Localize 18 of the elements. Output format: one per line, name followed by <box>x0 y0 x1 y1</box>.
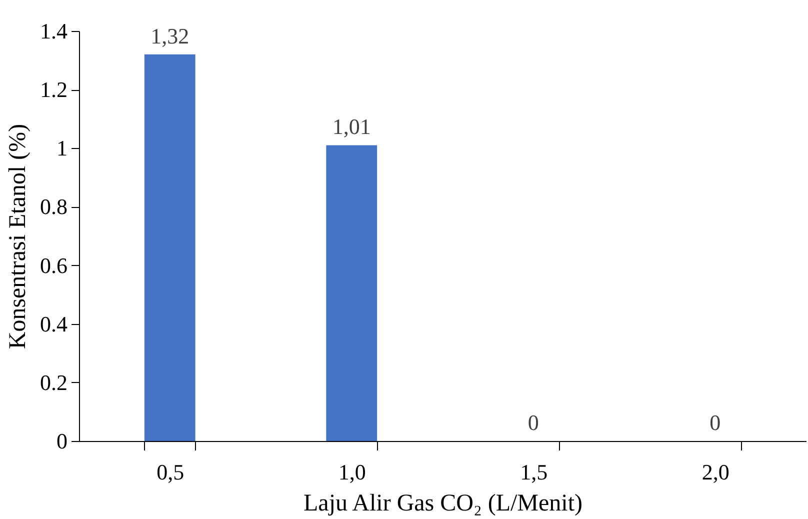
y-axis-title: Konsentrasi Etanol (%) <box>5 124 31 350</box>
x-tick-label: 0,5 <box>156 460 184 484</box>
y-tick-label: 1.4 <box>40 18 68 44</box>
y-tick-label: 0 <box>56 428 68 454</box>
data-label: 0 <box>710 410 721 435</box>
x-tick-label: 1,5 <box>520 460 548 484</box>
x-tick-label: 1,0 <box>338 460 366 484</box>
y-tick-label: 0.2 <box>40 370 68 395</box>
data-label: 0 <box>528 410 539 435</box>
data-label: 1,01 <box>332 114 371 140</box>
x-axis-title: Laju Alir Gas CO₂ (L/Menit) <box>304 490 582 516</box>
y-tick-label: 1.2 <box>40 77 68 102</box>
x-tick-label: 2,0 <box>702 460 730 484</box>
y-tick-label: 1 <box>56 136 68 161</box>
y-tick-label: 0.6 <box>40 252 68 278</box>
y-tick-label: 0.4 <box>40 311 68 336</box>
y-tick-label: 0.8 <box>40 194 68 220</box>
data-label: 1,32 <box>150 23 190 48</box>
